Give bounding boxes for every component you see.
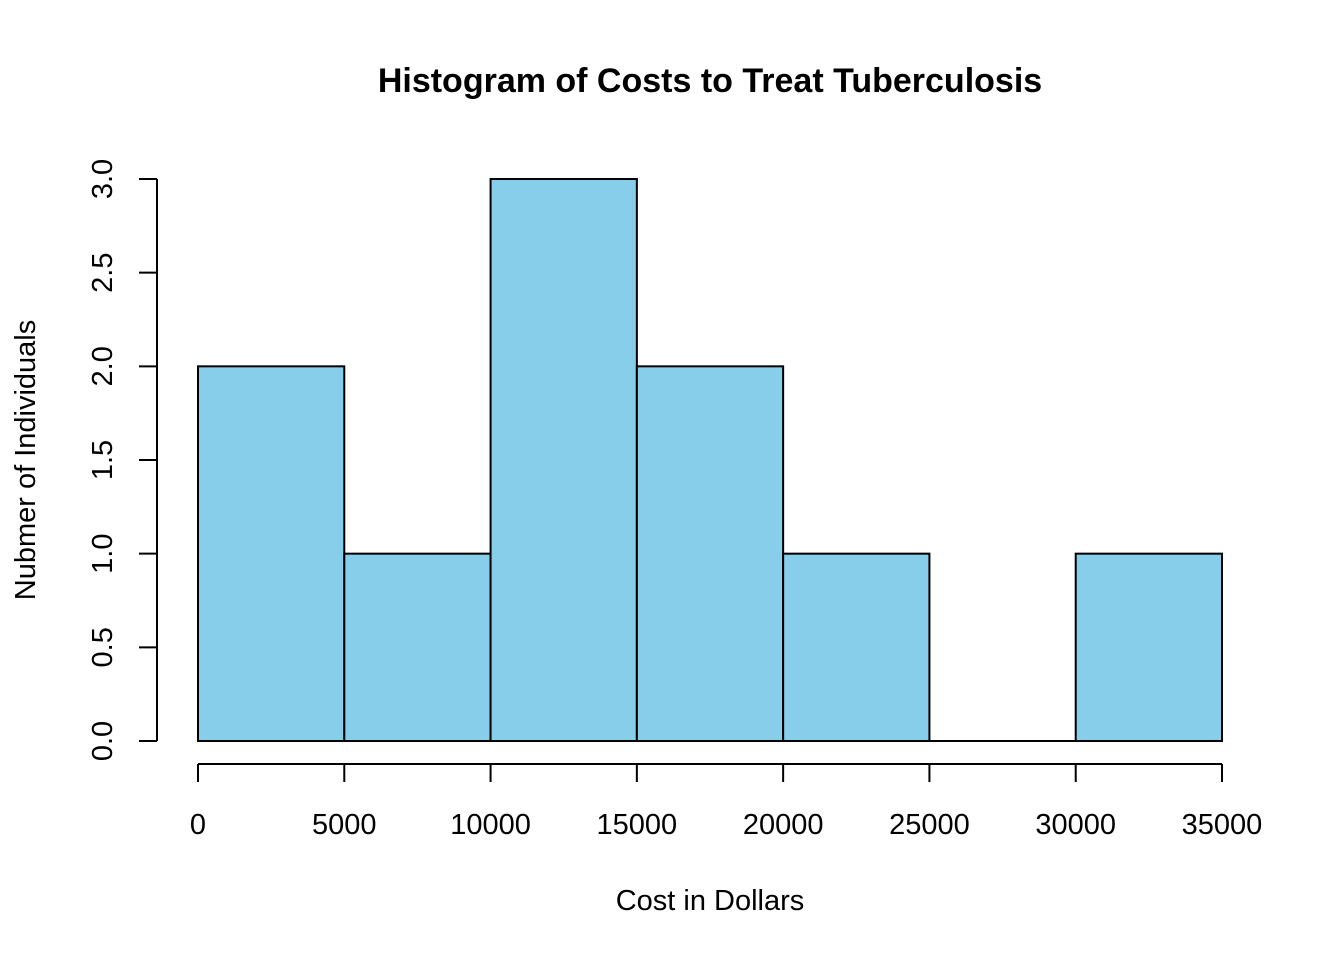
histogram-bar	[489, 178, 638, 742]
x-tick-label: 35000	[1182, 809, 1263, 841]
y-tick-label: 3.0	[87, 159, 119, 199]
histogram-bar	[197, 365, 346, 742]
x-tick-label: 0	[190, 809, 206, 841]
y-tick-label: 0.0	[87, 721, 119, 761]
histogram-bar	[343, 552, 492, 743]
y-tick-label: 0.5	[87, 627, 119, 667]
x-tick-label: 25000	[889, 809, 970, 841]
x-axis-label: Cost in Dollars	[616, 885, 805, 917]
y-axis: 0.0 0.5 1.0 1.5 2.0 2.5 3.0	[87, 159, 158, 761]
histogram-bar	[1074, 552, 1223, 743]
chart-title: Histogram of Costs to Treat Tuberculosis	[378, 62, 1042, 100]
x-axis: 0 5000 10000 15000 20000 25000 30000 35000	[190, 763, 1263, 841]
y-tick-label: 2.0	[87, 346, 119, 386]
y-tick-label: 2.5	[87, 253, 119, 293]
histogram-bar	[635, 365, 785, 742]
y-tick-label: 1.0	[87, 534, 119, 574]
x-tick-label: 20000	[743, 809, 824, 841]
x-tick-label: 5000	[312, 809, 377, 841]
y-tick-label: 1.5	[87, 440, 119, 480]
y-axis-label: Nubmer of Individuals	[10, 320, 42, 600]
bars-group	[197, 178, 1223, 743]
histogram-bar	[782, 552, 931, 743]
x-tick-label: 30000	[1035, 809, 1116, 841]
x-tick-label: 10000	[450, 809, 531, 841]
x-tick-label: 15000	[597, 809, 678, 841]
